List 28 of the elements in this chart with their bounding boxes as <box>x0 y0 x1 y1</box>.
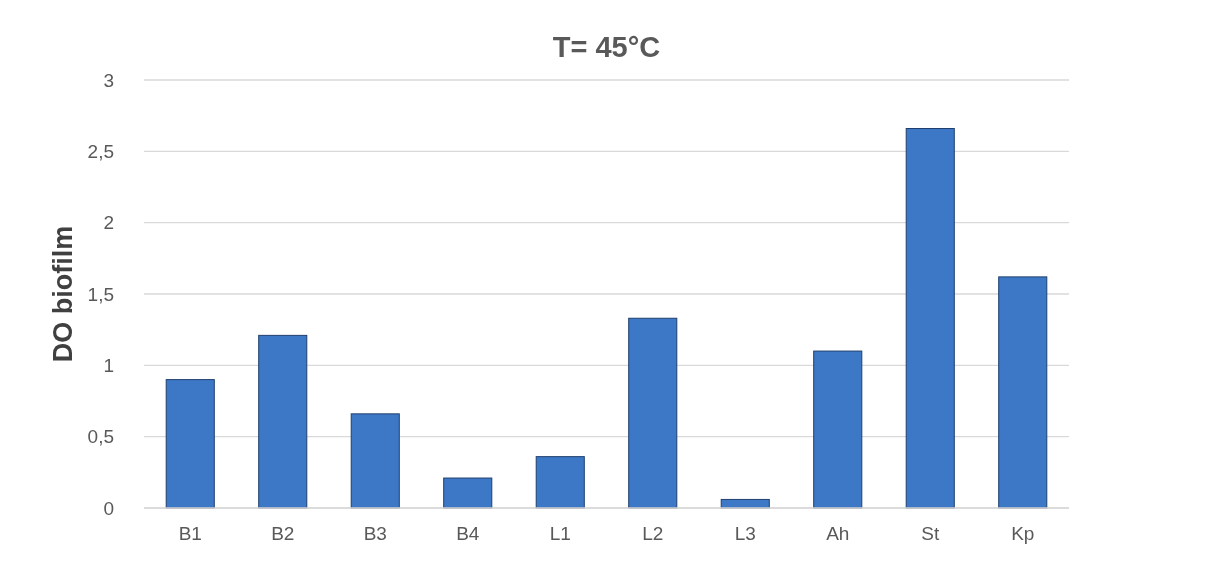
bar <box>628 317 678 509</box>
y-tick-label: 0,5 <box>87 426 114 448</box>
x-tick-label: L2 <box>642 523 664 544</box>
x-tick-label: Kp <box>1011 523 1035 544</box>
bar <box>165 379 215 509</box>
x-tick-label: B3 <box>363 523 387 544</box>
bar <box>535 456 585 509</box>
bar <box>350 413 400 509</box>
x-tick-label: B4 <box>456 523 480 544</box>
bar <box>443 477 493 509</box>
bar <box>905 128 955 509</box>
y-tick-label: 2 <box>103 212 114 234</box>
x-tick-label: L3 <box>734 523 756 544</box>
x-tick-label: B2 <box>271 523 295 544</box>
y-axis-title: DO biofilm <box>48 225 78 363</box>
chart-title: T= 45°C <box>552 31 661 63</box>
bar <box>258 334 308 509</box>
y-tick-label: 3 <box>103 69 114 91</box>
y-tick-label: 2,5 <box>87 140 114 162</box>
y-tick-label: 1 <box>103 354 114 376</box>
y-tick-label: 0 <box>103 497 114 519</box>
x-tick-label: L1 <box>549 523 571 544</box>
x-tick-label: B1 <box>178 523 202 544</box>
bar <box>813 350 863 509</box>
y-tick-label: 1,5 <box>87 283 114 305</box>
x-tick-label: Ah <box>826 523 850 544</box>
bar <box>998 276 1048 509</box>
x-tick-label: St <box>921 523 940 544</box>
